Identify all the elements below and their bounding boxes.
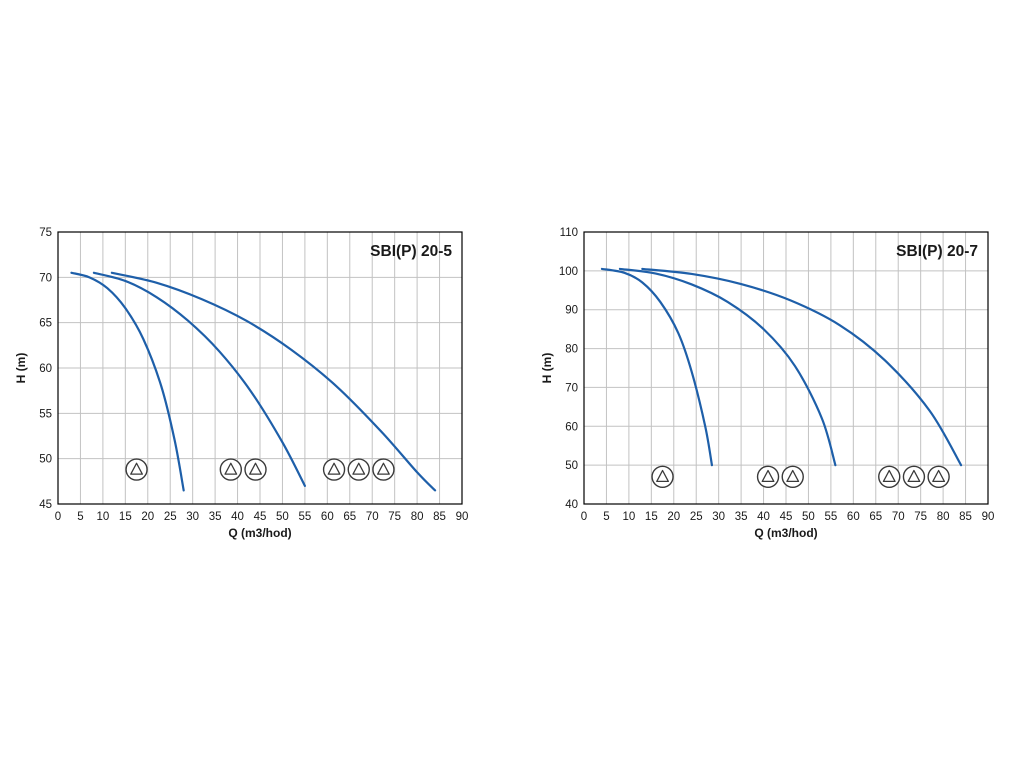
pump-curve-chart-sbi-p-20-5: 0 5 10 15 20 25 30 35 40 45 50 55 60 65 70 75 80 85 90 45 50… (14, 226, 484, 544)
svg-text:20: 20 (667, 511, 680, 523)
svg-text:25: 25 (164, 511, 177, 523)
svg-text:80: 80 (411, 511, 424, 523)
grid-lines (57, 231, 463, 505)
svg-text:90: 90 (565, 305, 578, 317)
svg-text:40: 40 (231, 511, 244, 523)
svg-text:0: 0 (55, 511, 61, 523)
plot-border (583, 231, 989, 505)
svg-text:80: 80 (937, 511, 950, 523)
pump-curve (618, 267, 837, 467)
svg-text:20: 20 (141, 511, 154, 523)
pump-icon (347, 458, 370, 481)
pump-curve (92, 271, 306, 487)
pump-icon (125, 458, 148, 481)
plot-border (57, 231, 463, 505)
svg-text:70: 70 (565, 382, 578, 394)
svg-text:5: 5 (77, 511, 83, 523)
pump-icon (244, 458, 267, 481)
pump-icon (372, 458, 395, 481)
pump-icons (651, 465, 950, 489)
y-axis-label: H (m) (540, 353, 554, 384)
svg-text:85: 85 (433, 511, 446, 523)
pump-icon (878, 465, 901, 489)
svg-text:60: 60 (565, 421, 578, 433)
x-axis-label: Q (m3/hod) (228, 526, 291, 540)
chart-title: SBI(P) 20-7 (896, 243, 978, 260)
pump-icon (219, 458, 243, 481)
tick-labels: 0 5 10 15 20 25 30 35 40 45 50 55 60 65 70 75 80 85 90 45 50… (39, 227, 468, 523)
svg-text:50: 50 (39, 454, 52, 466)
pump-icon (781, 465, 804, 489)
svg-text:65: 65 (39, 318, 52, 330)
pump-icon (902, 465, 926, 489)
svg-text:40: 40 (757, 511, 770, 523)
pump-icon (322, 458, 346, 481)
pump-curve (600, 267, 714, 467)
svg-text:75: 75 (914, 511, 927, 523)
svg-text:50: 50 (276, 511, 289, 523)
pump-icon (927, 465, 950, 489)
svg-text:45: 45 (780, 511, 793, 523)
svg-text:40: 40 (565, 499, 578, 511)
pump-icons (125, 458, 395, 481)
svg-text:60: 60 (39, 363, 52, 375)
svg-text:65: 65 (343, 511, 356, 523)
svg-text:35: 35 (735, 511, 748, 523)
svg-text:90: 90 (982, 511, 995, 523)
svg-text:70: 70 (39, 272, 52, 284)
pump-curve (70, 271, 185, 492)
pump-curves (70, 271, 437, 492)
pump-curves (600, 267, 963, 467)
pump-icon (651, 465, 674, 489)
svg-text:5: 5 (603, 511, 609, 523)
chart-canvas: 0 5 10 15 20 25 30 35 40 45 50 55 60 65 70 75 80 85 90 45 50… (14, 227, 468, 540)
svg-text:85: 85 (959, 511, 972, 523)
y-axis-label: H (m) (14, 353, 28, 384)
svg-text:75: 75 (388, 511, 401, 523)
svg-text:30: 30 (712, 511, 725, 523)
svg-text:35: 35 (209, 511, 222, 523)
pump-curve-chart-sbi-p-20-7: 0 5 10 15 20 25 30 35 40 45 50 55 60 65 70 75 80 85 90 40 50… (540, 226, 1010, 544)
svg-text:50: 50 (565, 460, 578, 472)
svg-text:45: 45 (254, 511, 267, 523)
svg-text:10: 10 (622, 511, 635, 523)
svg-text:15: 15 (645, 511, 658, 523)
svg-text:70: 70 (892, 511, 905, 523)
pump-icon (756, 465, 780, 489)
svg-text:10: 10 (96, 511, 109, 523)
svg-text:30: 30 (186, 511, 199, 523)
svg-text:65: 65 (869, 511, 882, 523)
svg-text:60: 60 (321, 511, 334, 523)
svg-text:75: 75 (39, 227, 52, 239)
svg-text:110: 110 (560, 227, 578, 239)
pump-curve (110, 271, 437, 492)
svg-text:55: 55 (824, 511, 837, 523)
svg-text:25: 25 (690, 511, 703, 523)
svg-text:15: 15 (119, 511, 132, 523)
chart-title: SBI(P) 20-5 (370, 243, 452, 260)
chart-canvas: 0 5 10 15 20 25 30 35 40 45 50 55 60 65 70 75 80 85 90 40 50… (540, 227, 995, 540)
svg-text:60: 60 (847, 511, 860, 523)
svg-text:70: 70 (366, 511, 379, 523)
svg-text:45: 45 (39, 499, 52, 511)
x-axis-label: Q (m3/hod) (754, 526, 817, 540)
tick-labels: 0 5 10 15 20 25 30 35 40 45 50 55 60 65 70 75 80 85 90 40 50… (559, 227, 995, 523)
svg-text:50: 50 (802, 511, 815, 523)
pump-curve (641, 267, 963, 467)
svg-text:80: 80 (565, 344, 578, 356)
svg-text:90: 90 (456, 511, 469, 523)
svg-text:55: 55 (298, 511, 311, 523)
svg-text:0: 0 (581, 511, 587, 523)
svg-text:100: 100 (559, 266, 578, 278)
svg-text:55: 55 (39, 408, 52, 420)
